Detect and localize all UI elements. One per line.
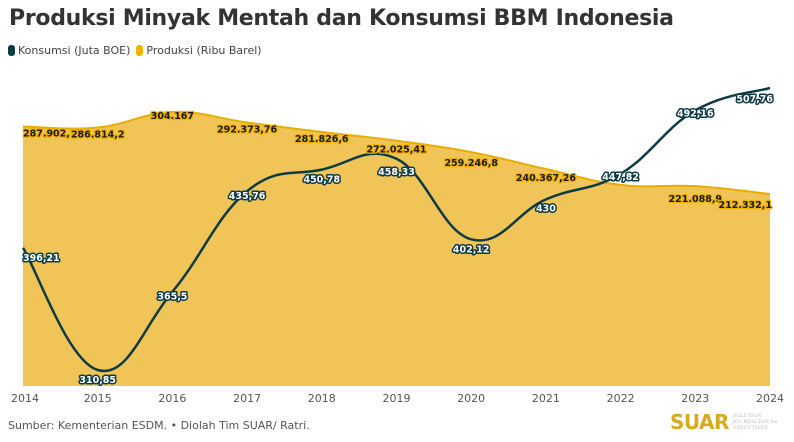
x-tick-label: 2017 [233, 392, 261, 405]
x-tick-label: 2022 [607, 392, 635, 405]
x-tick-label: 2021 [532, 392, 560, 405]
konsumsi-data-label: 365,5 [157, 292, 187, 303]
x-tick-label: 2019 [383, 392, 411, 405]
konsumsi-data-label: 447,82 [602, 172, 639, 183]
konsumsi-data-label: 507,76 [736, 94, 773, 105]
produksi-data-label: 287.902,15 [23, 129, 83, 140]
konsumsi-data-label: 430 [536, 203, 556, 214]
produksi-data-label: 304.167 [151, 111, 194, 122]
x-tick-label: 2020 [457, 392, 485, 405]
produksi-data-label: 281.826,6 [295, 134, 349, 145]
produksi-data-label: 221.088,9 [669, 194, 723, 205]
x-axis-ticks: 2014 2015 2016 2017 2018 2019 2020 2021 2022 2023… [11, 392, 784, 405]
source-note: Sumber: Kementerian ESDM. • Diolah Tim S… [8, 419, 310, 432]
konsumsi-data-label: 458,33 [378, 167, 415, 178]
konsumsi-data-label: 402,12 [453, 244, 490, 255]
x-tick-label: 2023 [681, 392, 709, 405]
x-tick-label: 2024 [756, 392, 784, 405]
logo-wordmark: SUAR [670, 410, 729, 434]
legend-item-produksi[interactable]: Produksi (Ribu Barel) [136, 44, 262, 57]
x-tick-label: 2015 [84, 392, 112, 405]
x-tick-label: 2018 [308, 392, 336, 405]
produksi-data-label: 212.332,1 [719, 200, 773, 211]
logo-tagline: SOLUTION JOURNALISM for EXECUTIVES [732, 413, 778, 431]
legend-label-produksi: Produksi (Ribu Barel) [146, 44, 262, 57]
produksi-data-label: 292.373,76 [217, 125, 277, 136]
chart-title: Produksi Minyak Mentah dan Konsumsi BBM … [9, 6, 674, 31]
konsumsi-data-label: 435,76 [229, 191, 266, 202]
x-tick-label: 2016 [158, 392, 186, 405]
legend-swatch-konsumsi [8, 45, 15, 56]
konsumsi-labels: 396,21 310,85 365,5 435,76 450,78 458,33 402,1… [22, 93, 775, 388]
chart-legend: Konsumsi (Juta BOE) Produksi (Ribu Barel… [8, 44, 262, 57]
konsumsi-line [21, 86, 771, 373]
produksi-area [23, 111, 770, 386]
x-tick-label: 2014 [11, 392, 39, 405]
konsumsi-data-label: 310,85 [79, 375, 116, 386]
legend-swatch-produksi [136, 45, 144, 56]
produksi-data-label: 272.025,41 [366, 145, 426, 156]
konsumsi-data-label: 450,78 [303, 175, 340, 186]
suar-logo: SUAR SOLUTION JOURNALISM for EXECUTIVES [670, 410, 793, 434]
legend-item-konsumsi[interactable]: Konsumsi (Juta BOE) [8, 44, 130, 57]
legend-label-konsumsi: Konsumsi (Juta BOE) [18, 44, 131, 57]
produksi-area-edge [22, 110, 771, 195]
konsumsi-data-label: 492,16 [677, 108, 714, 119]
produksi-data-label: 240.367,26 [516, 173, 576, 184]
produksi-data-label: 259.246,8 [444, 158, 498, 169]
produksi-data-label: 286.814,2 [71, 129, 125, 140]
konsumsi-data-label: 396,21 [23, 253, 60, 264]
